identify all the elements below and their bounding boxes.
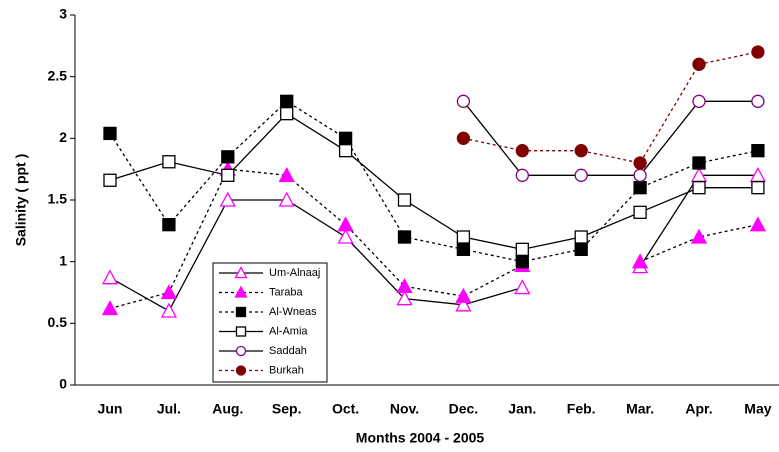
marker [633,181,647,195]
marker [515,168,529,182]
legend-marker [235,306,247,318]
marker [101,300,119,316]
marker [632,253,649,269]
marker [515,255,529,269]
marker [749,216,766,232]
marker [692,181,706,195]
marker [338,131,353,145]
x-tick-label: Nov. [390,401,419,417]
x-tick-label: May [744,401,771,417]
marker [221,150,235,164]
y-tick-label: 0 [59,376,67,392]
marker [692,94,706,108]
marker [219,191,236,207]
marker [515,242,529,256]
series-line [109,100,759,263]
marker [278,191,295,207]
y-axis-title: Salinity ( ppt ) [13,154,29,247]
y-tick-label: 0.5 [48,314,68,330]
marker [160,302,177,318]
y-tick-label: 1 [59,252,67,268]
x-axis-title: Months 2004 - 2005 [356,430,485,446]
marker [280,94,294,108]
marker [338,144,353,158]
x-tick-label: Apr. [685,401,712,417]
marker [751,45,765,59]
legend-label: Burkah [269,364,304,376]
x-tick-label: Jan. [508,401,536,417]
marker [103,126,117,141]
x-tick-label: Mar. [626,401,654,417]
marker [751,94,765,108]
marker [692,156,706,170]
marker [162,155,176,169]
x-tick-label: Aug. [212,401,243,417]
marker [692,57,706,71]
legend-marker [234,266,248,279]
marker [514,279,531,295]
x-tick-label: Sep. [272,401,302,417]
marker [103,173,117,187]
legend-marker [235,326,247,337]
x-tick-label: Dec. [449,401,479,417]
x-tick-label: Jun [98,401,123,417]
marker [574,242,588,256]
series-line [109,112,758,250]
marker [101,269,119,285]
marker [337,216,354,232]
marker [456,94,471,108]
marker [456,131,471,145]
marker [751,181,765,195]
legend-label: Um-Alnaaj [269,267,320,279]
legend-marker [234,285,248,298]
x-tick-label: Feb. [567,401,596,417]
marker [574,168,588,182]
marker [455,296,472,312]
marker [574,230,588,244]
marker [162,218,176,232]
marker [515,144,529,158]
marker [633,205,647,219]
marker [455,287,472,303]
marker [690,228,708,244]
marker [397,230,412,244]
marker [574,144,588,158]
marker [751,144,765,158]
marker [633,156,647,170]
series-line [463,51,759,164]
y-tick-label: 2.5 [48,67,68,83]
y-tick-label: 2 [59,129,67,145]
marker [397,193,412,207]
legend-label: Saddah [269,345,307,357]
legend-marker [235,345,247,357]
marker [456,230,471,244]
marker [278,166,295,182]
x-tick-label: Jul. [157,401,181,417]
legend-label: Taraba [269,286,304,298]
marker [160,284,177,300]
series-line [109,168,759,310]
y-tick-label: 3 [59,6,67,22]
marker [280,107,294,121]
marker [396,277,413,293]
marker [633,168,647,182]
x-tick-label: Oct. [332,401,359,417]
legend-label: Al-Amia [269,325,308,337]
series-line [462,100,758,176]
marker [396,290,413,306]
y-tick-label: 1.5 [48,191,68,207]
legend [212,262,328,383]
marker [337,228,354,244]
legend-marker [235,365,247,376]
marker [221,168,235,182]
marker [456,242,471,256]
legend-label: Al-Wneas [269,306,317,318]
